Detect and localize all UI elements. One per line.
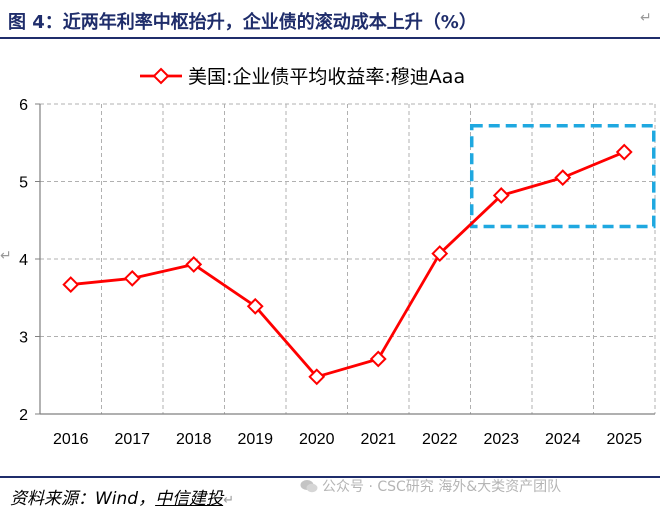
series bbox=[62, 143, 633, 386]
data-point bbox=[62, 276, 80, 293]
y-tick-label: 4 bbox=[19, 252, 28, 269]
x-tick-label: 2024 bbox=[545, 431, 581, 448]
x-tick-label: 2021 bbox=[360, 431, 396, 448]
x-tick-label: 2025 bbox=[606, 431, 642, 448]
return-mark-icon: ↵ bbox=[223, 493, 235, 508]
y-tick-label: 6 bbox=[19, 97, 28, 114]
data-point bbox=[185, 256, 203, 273]
legend: 美国:企业债平均收益率:穆迪Aaa bbox=[140, 66, 465, 88]
footer-rule bbox=[0, 476, 660, 478]
source-org: 中信建投 bbox=[155, 489, 224, 509]
x-tick-label: 2018 bbox=[176, 431, 212, 448]
source-label: 资料来源：Wind， bbox=[10, 489, 156, 509]
figure-title: 图 4：近两年利率中枢抬升，企业债的滚动成本上升（%） bbox=[8, 12, 477, 33]
wechat-icon bbox=[300, 480, 318, 493]
data-point bbox=[369, 350, 387, 368]
highlight-box bbox=[469, 123, 656, 229]
data-point bbox=[123, 269, 141, 287]
figure-header: 图 4：近两年利率中枢抬升，企业债的滚动成本上升（%） ↵ bbox=[0, 0, 660, 40]
x-tick-label: 2023 bbox=[483, 431, 519, 448]
legend-label: 美国:企业债平均收益率:穆迪Aaa bbox=[188, 66, 465, 88]
legend-marker bbox=[152, 67, 170, 85]
data-point bbox=[492, 187, 510, 204]
y-tick-label: 2 bbox=[19, 407, 28, 424]
data-point bbox=[246, 297, 264, 315]
series-line bbox=[70, 150, 625, 379]
tick-labels: 2 3 4 5 6 2016 2017 2018 2019 2020 2021 2022 2023 202… bbox=[19, 97, 642, 448]
data-point bbox=[431, 245, 449, 262]
axes bbox=[35, 103, 655, 415]
x-tick-label: 2020 bbox=[299, 431, 335, 448]
highlight-rect bbox=[469, 123, 656, 229]
data-point bbox=[615, 143, 633, 161]
data-point bbox=[308, 368, 326, 386]
title-rule bbox=[0, 37, 660, 39]
y-tick-label: 5 bbox=[19, 175, 28, 192]
y-tick-label: 3 bbox=[19, 330, 28, 347]
x-tick-label: 2016 bbox=[53, 431, 89, 448]
x-tick-label: 2019 bbox=[237, 431, 273, 448]
x-tick-label: 2022 bbox=[422, 431, 458, 448]
watermark: 公众号 · CSC研究 海外&大类资产团队 bbox=[300, 476, 561, 496]
watermark-text: 公众号 · CSC研究 海外&大类资产团队 bbox=[322, 479, 562, 495]
return-mark-icon: ↵ bbox=[640, 10, 652, 26]
source-note: 资料来源：Wind，中信建投↵ bbox=[10, 484, 234, 509]
data-point bbox=[554, 169, 572, 187]
return-mark-icon: ↵ bbox=[0, 248, 12, 264]
x-tick-label: 2017 bbox=[114, 431, 150, 448]
